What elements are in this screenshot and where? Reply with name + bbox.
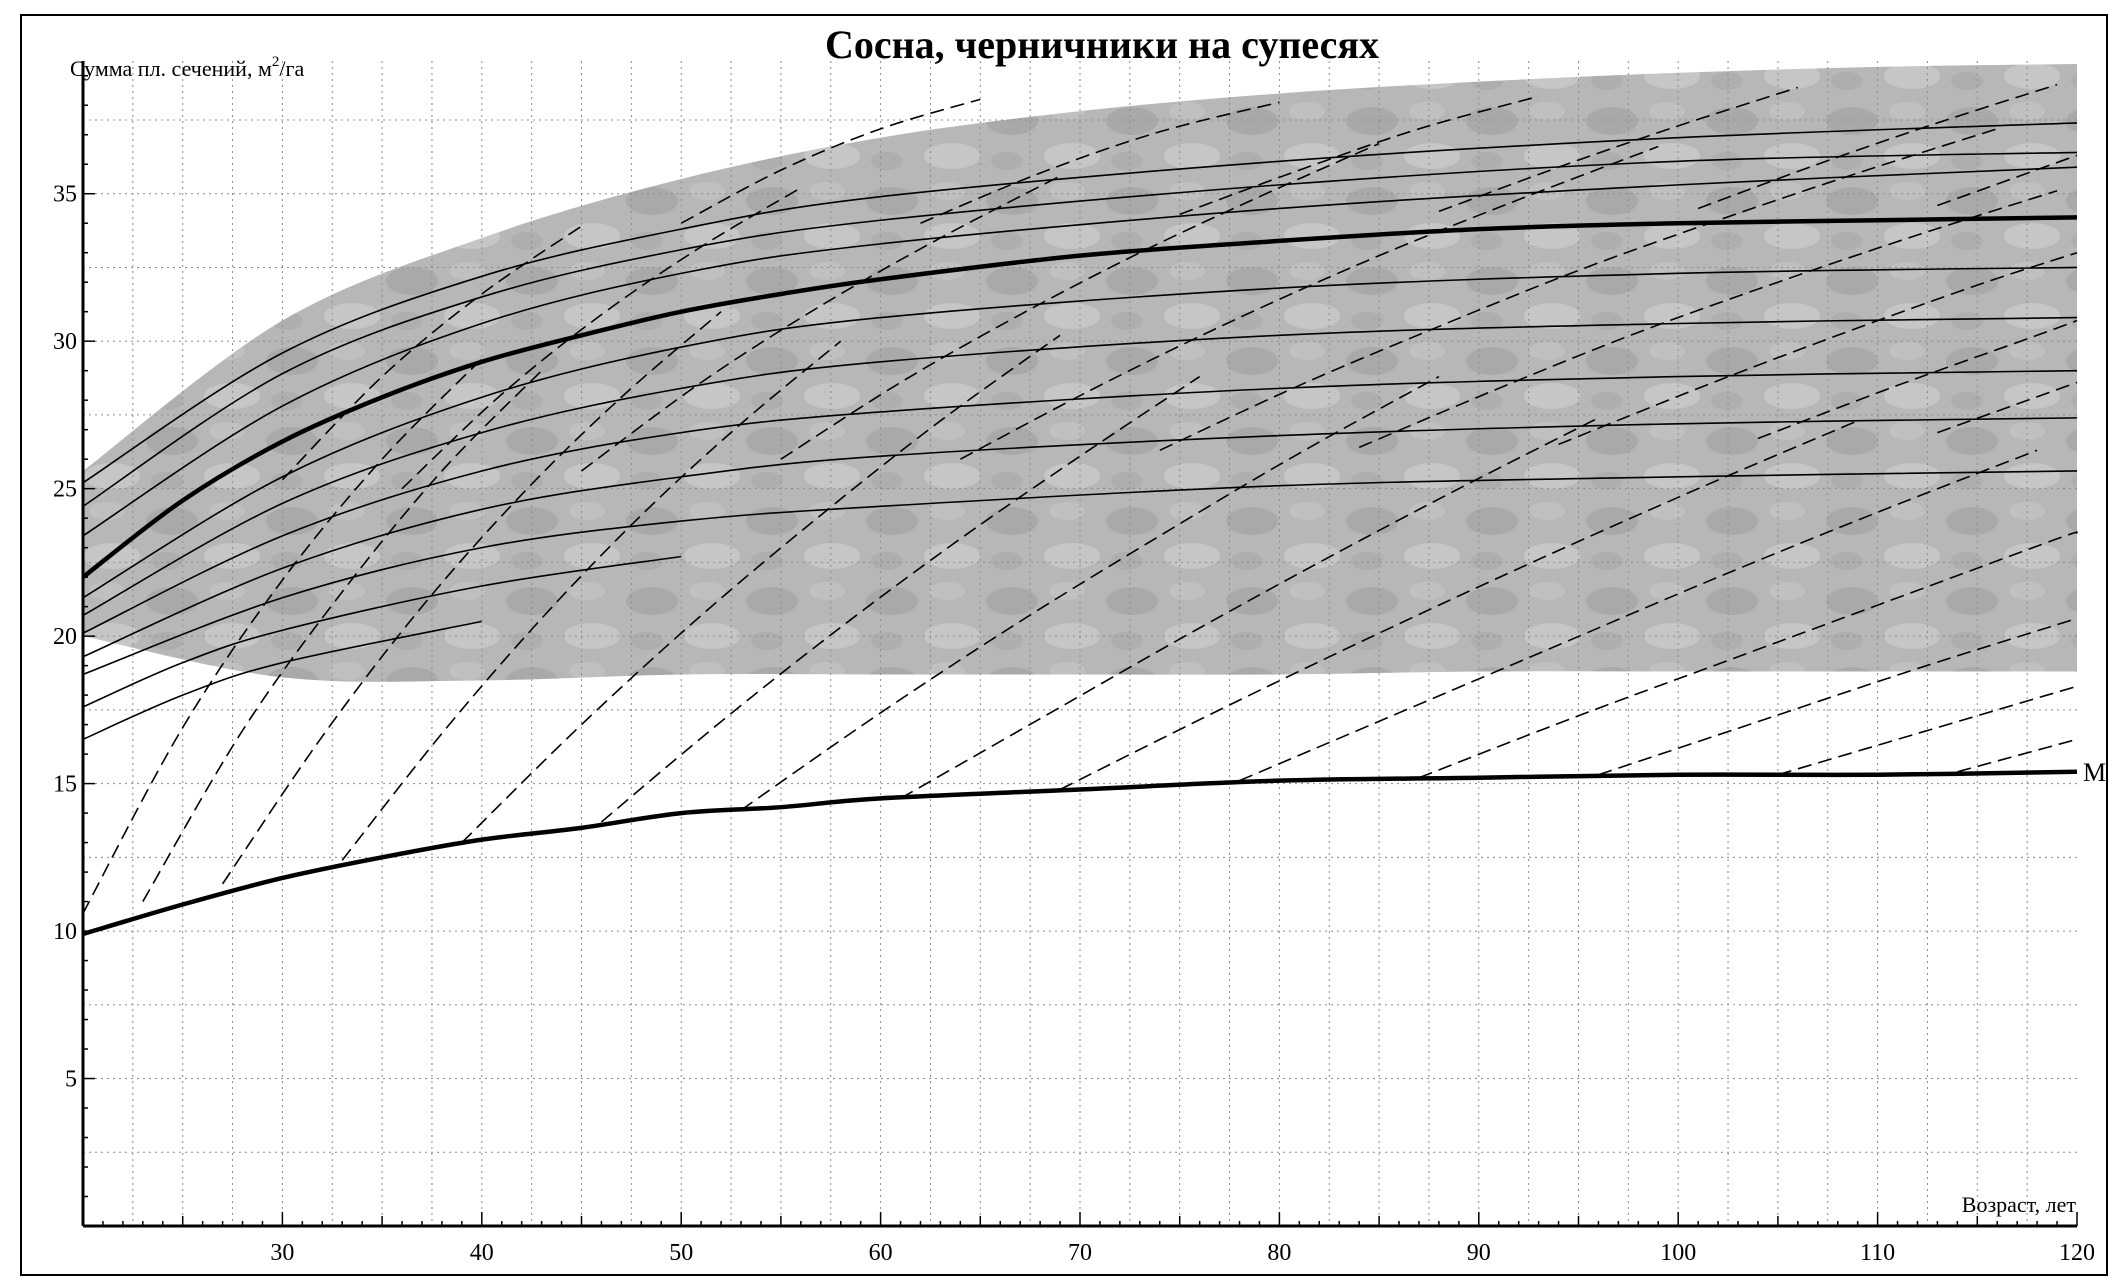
dashed-line: [1937, 381, 2078, 434]
series-line: [82, 151, 2078, 508]
dashed-line: [1418, 531, 2078, 779]
series-line: [82, 266, 2078, 599]
x-tick-label: 60: [869, 1240, 893, 1266]
y-tick-label: 35: [53, 182, 77, 208]
series-line: [82, 417, 2078, 658]
y-tick-label: 20: [53, 624, 77, 650]
x-tick-label: 50: [669, 1240, 693, 1266]
dashed-line: [740, 375, 1440, 811]
y-axis-title: Сумма пл. сечений, м2/га: [70, 54, 305, 81]
dashed-line: [1358, 190, 2058, 449]
y-axis-title-main: Сумма пл. сечений, м: [70, 56, 272, 81]
x-tick-label: 70: [1068, 1240, 1092, 1266]
dashed-line: [1059, 420, 1858, 791]
x-tick-label: 100: [1660, 1240, 1696, 1266]
y-tick-label: 30: [53, 329, 77, 355]
series-line-bold: [81, 215, 2078, 579]
dashed-line: [1239, 449, 2038, 782]
y-tick-label: 5: [65, 1067, 77, 1093]
dashed-line: [600, 375, 1201, 823]
dashed-line: [920, 101, 1280, 224]
x-tick-label: 80: [1267, 1240, 1291, 1266]
dashed-line: [1598, 617, 2078, 776]
dashed-line: [780, 142, 1380, 460]
dashed-line: [1937, 154, 2078, 207]
dashed-line: [1777, 685, 2078, 776]
chart-title: Сосна, черничники на супесях: [825, 22, 1379, 67]
dashed-line: [461, 334, 1061, 844]
y-tick-label: 25: [53, 477, 77, 503]
dashed-line: [142, 370, 543, 902]
y-axis-title-sup: 2: [272, 54, 280, 70]
x-tick-label: 30: [270, 1240, 294, 1266]
series-line: [82, 166, 2078, 537]
series-line-bold: [82, 769, 2078, 937]
y-tick-label: 10: [53, 919, 77, 945]
series-line: [82, 316, 2078, 617]
y-axis-title-tail: /га: [279, 56, 304, 81]
chart-canvas: M 30 40 50 60 70 80 90 100 110 120 5 10 15 20 25 30 35 С…: [53, 22, 2106, 1266]
dashed-line: [1558, 251, 2078, 446]
dashed-line: [401, 187, 802, 490]
dashed-line: [1757, 319, 2078, 440]
x-axis-title: Возраст, лет: [1962, 1192, 2077, 1217]
dashed-line: [281, 225, 582, 481]
x-tick-label: 90: [1467, 1240, 1491, 1266]
chart-frame: M 30 40 50 60 70 80 90 100 110 120 5 10 15 20 25 30 35 С…: [20, 14, 2108, 1276]
dashed-line: [341, 340, 842, 861]
x-tick-label: 120: [2059, 1240, 2095, 1266]
x-tick-label: 40: [470, 1240, 494, 1266]
dashed-line: [1179, 95, 1539, 216]
dashed-line: [221, 311, 722, 885]
series-label: M: [2083, 758, 2106, 787]
series-line: [82, 555, 682, 708]
dashed-line: [581, 175, 1061, 472]
series-line: [82, 122, 2078, 484]
y-tick-label: 15: [53, 772, 77, 798]
dashed-line: [1438, 86, 1799, 213]
dashed-line: [1159, 128, 1998, 452]
dashed-line: [82, 358, 483, 914]
dashed-line: [1697, 83, 2058, 210]
series-line: [82, 470, 2078, 676]
dashed-line: [680, 98, 981, 224]
x-tick-label: 110: [1860, 1240, 1895, 1266]
series-line: [82, 620, 482, 741]
series-line: [82, 369, 2078, 634]
dashed-line: [1957, 738, 2078, 773]
